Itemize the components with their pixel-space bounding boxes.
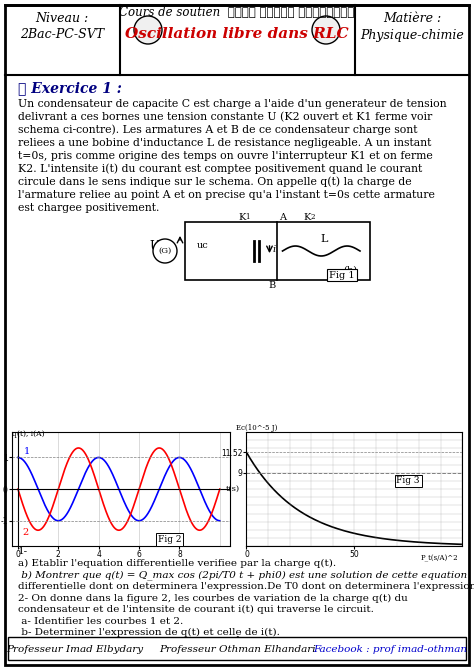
Text: schema ci-contre). Les armatures A et B de ce condensateur charge sont: schema ci-contre). Les armatures A et B …: [18, 125, 418, 135]
Text: reliees a une bobine d'inductance L de resistance negligeable. A un instant: reliees a une bobine d'inductance L de r…: [18, 138, 431, 148]
FancyBboxPatch shape: [5, 5, 469, 665]
Text: P_t(s/A)^2: P_t(s/A)^2: [420, 554, 458, 562]
Text: B: B: [269, 281, 276, 291]
Circle shape: [312, 16, 340, 44]
Text: 1: 1: [245, 213, 250, 221]
Text: Fig 2: Fig 2: [157, 535, 181, 544]
Text: b- Determiner l'expression de q(t) et celle de i(t).: b- Determiner l'expression de q(t) et ce…: [18, 628, 280, 637]
Text: Physique-chimie: Physique-chimie: [360, 29, 464, 42]
Text: q(t), i(A): q(t), i(A): [12, 429, 45, 438]
FancyBboxPatch shape: [8, 637, 466, 660]
Circle shape: [153, 239, 177, 263]
Text: i: i: [273, 245, 275, 253]
Text: Un condensateur de capacite C est charge a l'aide d'un generateur de tension: Un condensateur de capacite C est charge…: [18, 99, 447, 109]
Text: K: K: [239, 212, 246, 222]
Text: Matière :: Matière :: [383, 13, 441, 25]
Text: t(s): t(s): [226, 485, 240, 493]
Text: K2. L'intensite i(t) du courant est comptee positivement quand le courant: K2. L'intensite i(t) du courant est comp…: [18, 163, 422, 174]
Text: a- Identifier les courbes 1 et 2.: a- Identifier les courbes 1 et 2.: [18, 616, 183, 626]
Text: Fig 1: Fig 1: [329, 271, 355, 279]
Text: Fig 3: Fig 3: [396, 476, 420, 486]
Text: condensateur et de l'intensite de courant i(t) qui traverse le circuit.: condensateur et de l'intensite de couran…: [18, 605, 374, 614]
Text: t=0s, pris comme origine des temps on ouvre l'interrupteur K1 et on ferme: t=0s, pris comme origine des temps on ou…: [18, 151, 433, 161]
Text: l'armature reliee au point A et on precise qu'a l'instant t=0s cette armature: l'armature reliee au point A et on preci…: [18, 190, 435, 200]
Text: Niveau :: Niveau :: [36, 13, 89, 25]
Bar: [185, 222, 370, 280]
Text: On donne l'echelle :: On donne l'echelle :: [18, 639, 123, 649]
Text: 2: 2: [22, 528, 28, 537]
Text: 1: 1: [233, 636, 241, 649]
Text: (b): (b): [343, 265, 357, 275]
Text: (G): (G): [158, 247, 172, 255]
Circle shape: [134, 16, 162, 44]
Text: differentielle dont on determinera l'expression.De T0 dont on determinera l'expr: differentielle dont on determinera l'exp…: [18, 582, 474, 591]
Text: circule dans le sens indique sur le schema. On appelle q(t) la charge de: circule dans le sens indique sur le sche…: [18, 177, 411, 188]
Text: * pour la charge q(t) : 2.10-5 C ->1 carreau.: * pour la charge q(t) : 2.10-5 C ->1 car…: [18, 651, 250, 660]
Text: Ec(10^-5 J): Ec(10^-5 J): [236, 424, 277, 432]
Text: 1: 1: [24, 448, 30, 456]
Text: L: L: [320, 234, 328, 244]
Text: 2: 2: [310, 213, 315, 221]
Text: 2Bac-PC-SVT: 2Bac-PC-SVT: [20, 29, 104, 42]
Text: 2- On donne dans la figure 2, les courbes de variation de la charge q(t) du: 2- On donne dans la figure 2, les courbe…: [18, 594, 408, 602]
Text: ❖ Exercice 1 :: ❖ Exercice 1 :: [18, 81, 122, 95]
Text: b) Montrer que q(t) = Q_max cos (2pi/T0 t + phi0) est une solution de cette equa: b) Montrer que q(t) = Q_max cos (2pi/T0 …: [18, 570, 467, 580]
Text: uc: uc: [197, 241, 209, 251]
Text: K: K: [304, 212, 311, 222]
Text: Cours de soutien  دروس الدعم والتقوية: Cours de soutien دروس الدعم والتقوية: [119, 5, 355, 19]
Text: Facebook : prof imad-othman: Facebook : prof imad-othman: [313, 645, 467, 653]
Text: Professeur Othman Elhandari: Professeur Othman Elhandari: [159, 645, 315, 653]
Text: est chargee positivement.: est chargee positivement.: [18, 203, 159, 213]
Text: a) Etablir l'equation differentielle verifiee par la charge q(t).: a) Etablir l'equation differentielle ver…: [18, 559, 336, 568]
Text: Oscillation libre dans RLC: Oscillation libre dans RLC: [125, 27, 349, 41]
Text: U: U: [150, 239, 160, 253]
Text: Professeur Imad Elbydary: Professeur Imad Elbydary: [7, 645, 144, 653]
Text: delivrant a ces bornes une tension constante U (K2 ouvert et K1 ferme voir: delivrant a ces bornes une tension const…: [18, 112, 432, 122]
Text: 1-: 1-: [18, 547, 28, 557]
Text: A: A: [279, 212, 286, 222]
